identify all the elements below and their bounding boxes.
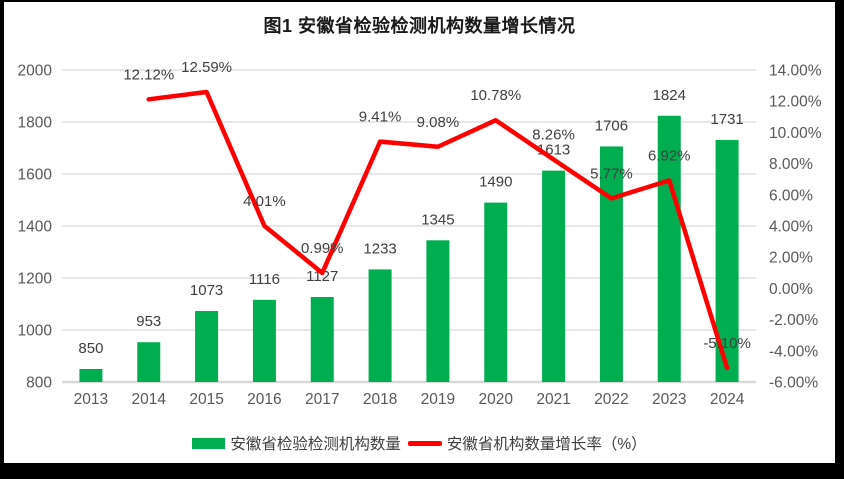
- x-axis-label-2020: 2020: [479, 391, 514, 408]
- line-label-2019: 9.08%: [417, 114, 460, 131]
- combo-chart: 800 1000 1200 1400 1600 1800 2000 -6.00% -4.00% -…: [18, 59, 822, 408]
- right-axis-tick: 2.00%: [769, 250, 813, 267]
- line-series-swatch: [407, 440, 442, 446]
- right-axis-tick: 10.00%: [769, 125, 822, 142]
- line-label-2022: 5.77%: [590, 165, 633, 182]
- x-axis-label-2023: 2023: [652, 391, 686, 408]
- bar-label-2024: 1731: [710, 111, 743, 128]
- bar-2021: [542, 170, 566, 382]
- bar-label-2015: 1073: [190, 282, 223, 299]
- legend: 安徽省检验检测机构数量 安徽省机构数量增长率（%）: [4, 431, 835, 455]
- right-axis-tick: 4.00%: [769, 219, 813, 236]
- left-axis-tick: 1600: [18, 167, 53, 184]
- left-axis-tick: 1000: [18, 323, 53, 340]
- right-axis-tick: 12.00%: [769, 94, 822, 111]
- x-axis-label-2017: 2017: [305, 391, 339, 408]
- bar-2022: [599, 146, 623, 382]
- line-label-2021: 8.26%: [532, 127, 575, 144]
- right-axis-tick: 0.00%: [769, 281, 813, 298]
- bar-2019: [426, 240, 450, 382]
- bar-label-2018: 1233: [363, 240, 396, 257]
- bar-label-2016: 1116: [249, 271, 280, 288]
- left-axis-tick: 2000: [18, 63, 53, 80]
- x-axis-label-2016: 2016: [247, 391, 281, 408]
- line-label-2014: 12.12%: [123, 66, 174, 83]
- legend-label-line-series: 安徽省机构数量增长率（%）: [446, 436, 647, 453]
- bar-label-2019: 1345: [421, 211, 454, 228]
- bar-2016: [252, 299, 276, 382]
- bar-2015: [195, 311, 219, 382]
- x-axis-label-2021: 2021: [536, 391, 570, 408]
- chart-title: 图1 安徽省检验检测机构数量增长情况: [263, 16, 576, 36]
- x-axis-label-2022: 2022: [594, 391, 628, 408]
- bar-2017: [310, 296, 334, 382]
- bar-label-2017: 1127: [306, 268, 338, 285]
- right-axis-tick: -6.00%: [769, 375, 818, 392]
- growth-rate-line: [146, 89, 730, 371]
- line-label-2016: 4.01%: [243, 193, 286, 210]
- x-axis-label-2019: 2019: [421, 391, 455, 408]
- x-axis-label-2015: 2015: [189, 391, 223, 408]
- right-axis-tick: 8.00%: [769, 156, 813, 173]
- legend-label-bar-series: 安徽省检验检测机构数量: [230, 436, 401, 453]
- left-axis-tick: 1200: [18, 271, 53, 288]
- line-label-2018: 9.41%: [359, 109, 402, 126]
- right-axis-tick: -2.00%: [769, 312, 818, 329]
- x-axis-label-2014: 2014: [132, 391, 167, 408]
- bar-label-2023: 1824: [653, 87, 686, 104]
- right-axis-tick: 14.00%: [769, 63, 822, 80]
- bar-2018: [368, 269, 392, 382]
- line-label-2024: -5.10%: [703, 335, 751, 352]
- legend-item-line-series: 安徽省机构数量增长率（%）: [407, 432, 647, 454]
- chart-page: 图1 安徽省检验检测机构数量增长情况 800 1000 1200 1400 1600 18…: [4, 2, 835, 463]
- line-label-2017: 0.99%: [301, 240, 344, 257]
- bar-label-2013: 850: [78, 340, 103, 357]
- bar-series-swatch: [192, 437, 226, 449]
- x-axis-label-2024: 2024: [710, 391, 745, 408]
- bar-2020: [484, 202, 508, 382]
- left-axis-tick: 800: [26, 375, 52, 392]
- x-axis-label-2013: 2013: [74, 391, 108, 408]
- left-axis-tick: 1800: [18, 115, 53, 132]
- legend-item-bar-series: 安徽省检验检测机构数量: [192, 432, 401, 454]
- bar-label-2022: 1706: [595, 117, 628, 134]
- line-label-2023: 6.92%: [648, 147, 691, 164]
- line-label-2020: 10.78%: [470, 87, 521, 104]
- bar-2013: [79, 369, 103, 382]
- bar-2024: [715, 139, 739, 382]
- bar-label-2020: 1490: [479, 174, 512, 191]
- bar-2014: [137, 342, 161, 382]
- right-axis-tick: 6.00%: [769, 187, 813, 204]
- line-label-2015: 12.59%: [181, 59, 232, 76]
- right-axis-tick: -4.00%: [769, 343, 818, 360]
- left-axis-tick: 1400: [18, 219, 53, 236]
- x-axis-label-2018: 2018: [363, 391, 397, 408]
- bar-label-2014: 953: [136, 313, 161, 330]
